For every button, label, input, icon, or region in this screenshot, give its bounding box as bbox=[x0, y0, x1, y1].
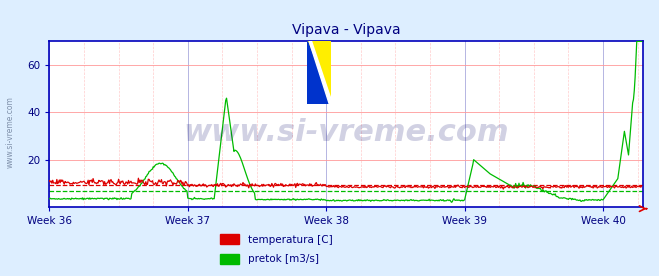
Text: temperatura [C]: temperatura [C] bbox=[248, 235, 332, 245]
Polygon shape bbox=[309, 41, 331, 104]
Polygon shape bbox=[307, 41, 331, 104]
Polygon shape bbox=[307, 41, 331, 104]
Title: Vipava - Vipava: Vipava - Vipava bbox=[292, 23, 400, 38]
Bar bbox=[220, 234, 239, 244]
Text: www.si-vreme.com: www.si-vreme.com bbox=[183, 118, 509, 147]
Polygon shape bbox=[307, 41, 331, 73]
Polygon shape bbox=[307, 41, 331, 104]
Text: pretok [m3/s]: pretok [m3/s] bbox=[248, 254, 318, 264]
Polygon shape bbox=[307, 41, 331, 73]
Text: www.si-vreme.com: www.si-vreme.com bbox=[5, 97, 14, 168]
Polygon shape bbox=[307, 41, 331, 104]
Polygon shape bbox=[307, 73, 331, 104]
Bar bbox=[220, 254, 239, 264]
Polygon shape bbox=[307, 41, 331, 73]
